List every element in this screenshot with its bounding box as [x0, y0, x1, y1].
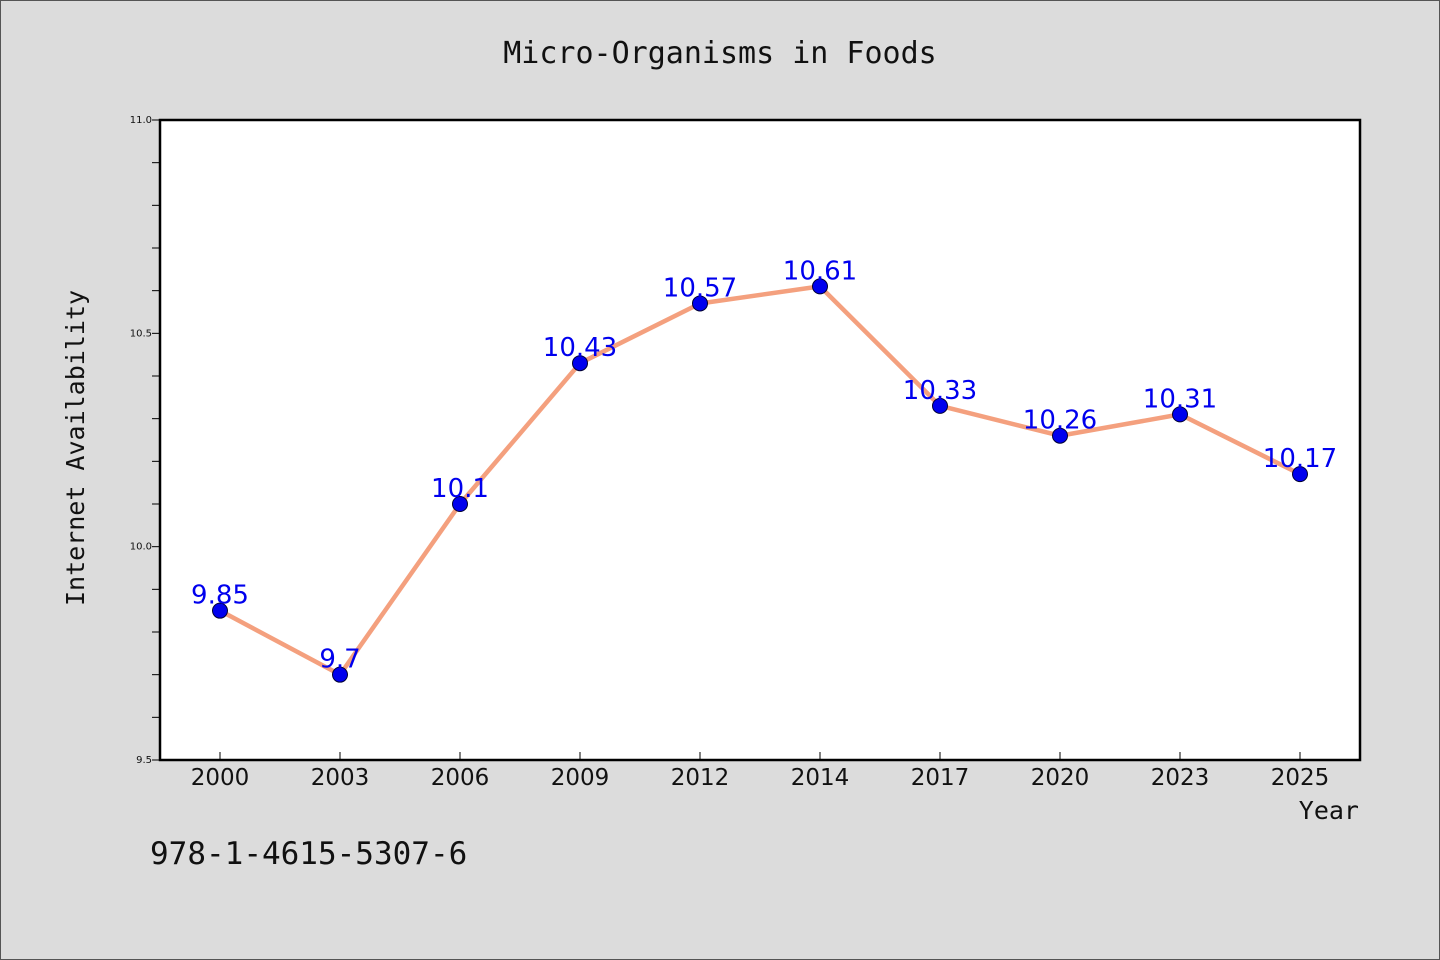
y-tick-label: 10.5 — [130, 328, 152, 339]
data-label: 10.17 — [1263, 444, 1337, 474]
x-axis-label: Year — [1299, 796, 1359, 825]
data-label: 10.61 — [783, 256, 857, 286]
data-point — [212, 602, 228, 619]
series-line-path — [217, 284, 1303, 677]
data-point — [692, 295, 708, 312]
data-label: 10.33 — [903, 376, 977, 406]
x-tick-label: 2023 — [1151, 765, 1210, 791]
y-tick-label: 10.0 — [130, 542, 152, 553]
y-axis-label: Internet Availability — [61, 290, 90, 606]
x-tick-label: 2006 — [431, 765, 490, 791]
x-axis: 2000 2003 2006 2009 2012 2014 2017 2020 2023 2025 — [191, 752, 1330, 791]
data-label: 9.7 — [319, 645, 360, 675]
data-point — [572, 355, 588, 372]
data-label: 10.31 — [1143, 384, 1217, 414]
x-tick-label: 2009 — [551, 765, 610, 791]
plot-border — [158, 118, 1362, 762]
data-point — [452, 496, 468, 512]
y-tick-label: 11.0 — [130, 115, 152, 126]
isbn-label: 978-1-4615-5307-6 — [150, 836, 467, 872]
data-label: 10.26 — [1023, 406, 1097, 436]
series-line — [217, 284, 1303, 677]
data-label: 10.1 — [431, 474, 489, 504]
x-tick-label: 2003 — [311, 765, 370, 791]
x-tick-label: 2014 — [791, 765, 850, 791]
x-tick-label: 2025 — [1271, 765, 1330, 791]
data-label: 10.43 — [543, 333, 617, 363]
x-tick-label: 2020 — [1031, 765, 1090, 791]
y-axis: 9.5 10.0 10.5 11.0 — [130, 115, 160, 766]
plot-area — [160, 120, 1360, 760]
data-label: 9.85 — [191, 581, 249, 611]
data-point — [1052, 427, 1068, 444]
data-point — [1172, 406, 1188, 423]
data-point — [1292, 466, 1308, 483]
data-point — [812, 278, 828, 295]
chart-title: Micro-Organisms in Foods — [503, 36, 936, 71]
data-markers — [212, 278, 1308, 683]
x-tick-label: 2000 — [191, 765, 250, 791]
x-tick-label: 2012 — [671, 765, 730, 791]
data-point — [332, 666, 348, 683]
y-tick-label: 9.5 — [136, 755, 152, 766]
x-tick-label: 2017 — [911, 765, 970, 791]
data-point — [932, 397, 948, 414]
data-labels: 9.85 9.7 10.1 10.43 10.57 10.61 10.33 10.26 10.3… — [191, 256, 1337, 674]
data-label: 10.57 — [663, 273, 737, 303]
